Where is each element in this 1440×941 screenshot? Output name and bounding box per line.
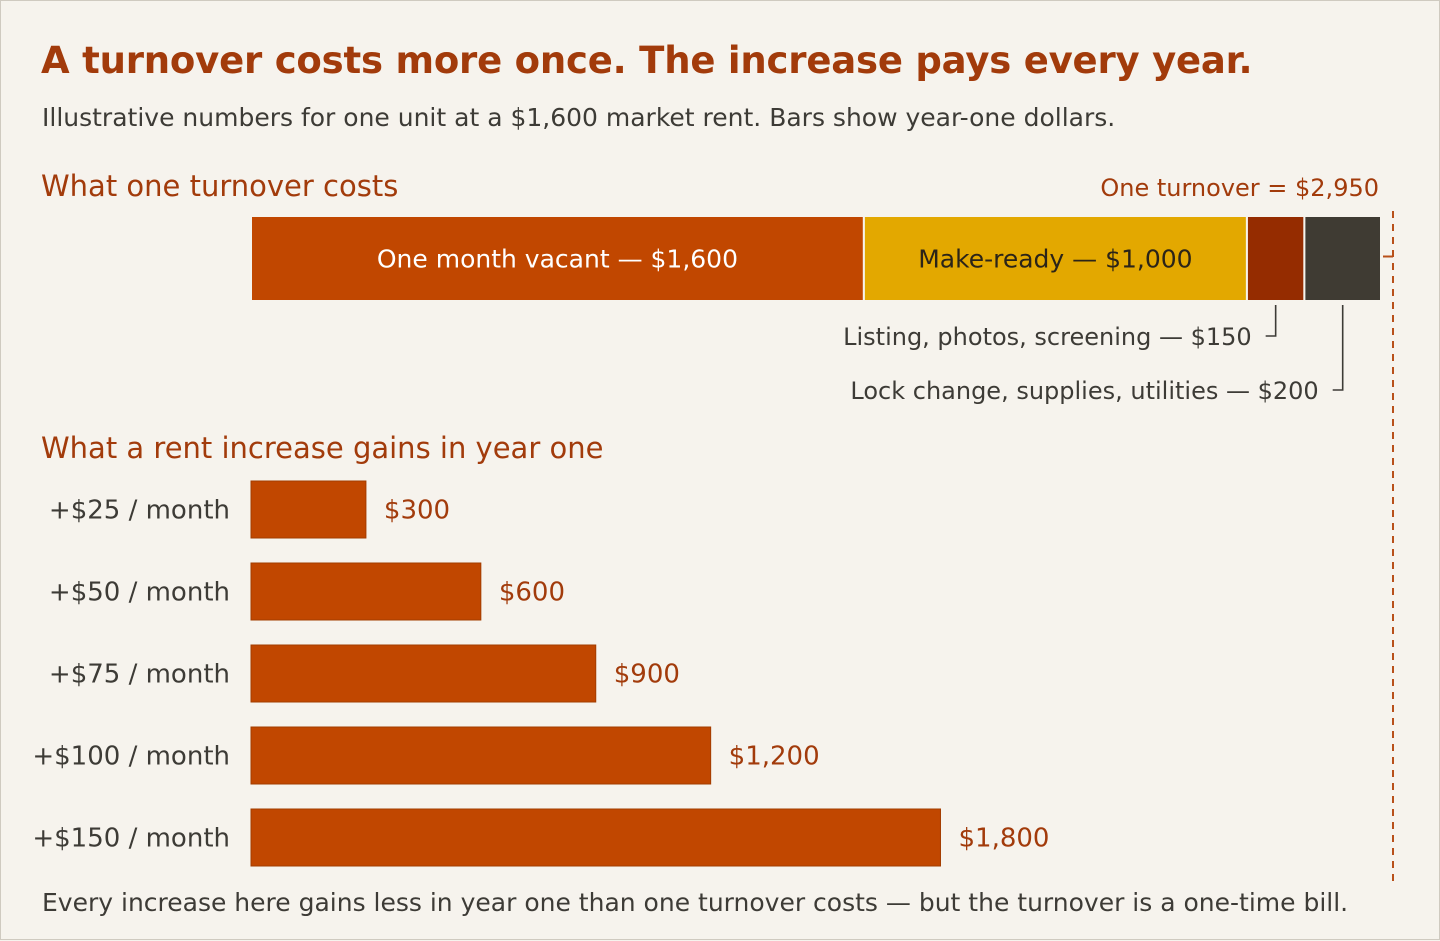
- increase-category-label: +$25 / month: [49, 496, 230, 526]
- increase-bar: [250, 808, 941, 867]
- turnover-total-label: One turnover = $2,950: [1100, 174, 1379, 202]
- turnover-segment-4: [1303, 215, 1382, 302]
- increase-value-label: $900: [614, 660, 680, 690]
- increase-bar: [250, 644, 597, 703]
- callout-label-3: Listing, photos, screening — $150: [843, 323, 1252, 351]
- increase-bar: [250, 726, 712, 785]
- increase-category-label: +$75 / month: [49, 660, 230, 690]
- chart-subtitle: Illustrative numbers for one unit at a $…: [42, 103, 1116, 132]
- increase-value-label: $300: [384, 496, 450, 526]
- increase-category-label: +$100 / month: [32, 742, 230, 772]
- increase-value-label: $1,200: [729, 742, 820, 772]
- increase-bar: [250, 480, 367, 539]
- increase-category-label: +$150 / month: [32, 824, 230, 854]
- chart-footer: Every increase here gains less in year o…: [42, 888, 1349, 917]
- increase-value-label: $600: [499, 578, 565, 608]
- increase-bar: [250, 562, 482, 621]
- increase-category-label: +$50 / month: [49, 578, 230, 608]
- increase-value-label: $1,800: [958, 824, 1049, 854]
- chart-title: A turnover costs more once. The increase…: [41, 39, 1253, 82]
- turnover-segment-label-2: Make-ready — $1,000: [918, 245, 1192, 274]
- turnover-segment-1: [250, 215, 865, 302]
- turnover-segment-label-1: One month vacant — $1,600: [377, 245, 738, 274]
- section-title-increase: What a rent increase gains in year one: [41, 431, 604, 465]
- turnover-segment-3: [1245, 215, 1306, 302]
- callout-leader-4: [1332, 305, 1344, 391]
- callout-label-4: Lock change, supplies, utilities — $200: [850, 377, 1318, 405]
- turnover-segment-2: [862, 215, 1248, 302]
- section-title-turnover: What one turnover costs: [41, 169, 399, 203]
- callout-leader-3: [1265, 305, 1277, 337]
